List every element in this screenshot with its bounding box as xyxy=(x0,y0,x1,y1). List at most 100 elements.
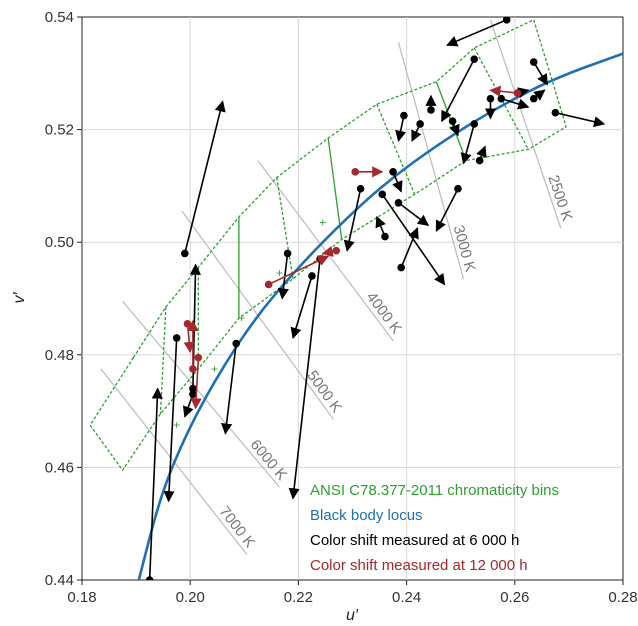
shift-arrow xyxy=(395,111,408,142)
bin-center-marker: + xyxy=(276,266,283,280)
bin-center-marker: + xyxy=(238,311,245,325)
shift-arrow-line xyxy=(555,111,606,128)
shift-arrow xyxy=(460,120,479,165)
shift-arrow xyxy=(441,55,479,123)
shift-arrow-line xyxy=(446,19,507,47)
shift-start-point xyxy=(183,320,192,328)
shift-arrow-line xyxy=(290,275,313,339)
shift-start-point xyxy=(378,190,387,199)
shift-arrow xyxy=(163,334,181,503)
shift-start-point xyxy=(397,263,405,272)
shift-start-point xyxy=(470,120,479,128)
shift-arrow-line xyxy=(148,387,163,580)
x-tick-label: 0.22 xyxy=(284,589,313,606)
y-axis-title: v′ xyxy=(11,292,28,304)
shift-arrow xyxy=(290,272,316,339)
shift-start-point xyxy=(351,168,360,176)
shift-start-point xyxy=(400,111,408,120)
shift-start-point xyxy=(416,120,424,128)
shift-start-point xyxy=(172,334,181,342)
bin-divider xyxy=(276,177,294,279)
shift-arrow-line xyxy=(398,202,430,226)
shift-12000h-series xyxy=(183,85,522,410)
y-tick-label: 0.50 xyxy=(45,234,74,251)
shift-arrow xyxy=(190,353,203,410)
shift-arrow xyxy=(221,339,240,435)
bin-divider xyxy=(89,357,134,426)
shift-arrow xyxy=(321,245,341,257)
shift-start-point xyxy=(189,365,197,373)
bin-center-marker: + xyxy=(211,362,218,376)
shift-arrow-line xyxy=(435,188,459,232)
shift-arrow-line xyxy=(268,255,330,286)
shift-arrow-line xyxy=(489,85,518,97)
shift-arrow-line xyxy=(395,115,407,142)
shift-arrow-line xyxy=(163,337,178,503)
y-tick-label: 0.54 xyxy=(45,9,74,26)
shift-start-point xyxy=(308,272,316,280)
shift-arrow-line xyxy=(288,259,321,500)
bin-upper-boundary xyxy=(132,19,534,358)
shift-arrow xyxy=(446,17,511,47)
x-tick-label: 0.20 xyxy=(176,589,205,606)
shift-start-point xyxy=(194,353,203,362)
bin-divider xyxy=(533,19,567,127)
shift-arrow-line xyxy=(190,357,202,410)
shift-start-point xyxy=(232,339,240,348)
shift-start-point xyxy=(189,384,197,393)
x-tick-label: 0.24 xyxy=(392,589,421,606)
plot-content: ++++++ xyxy=(89,17,623,580)
legend-item-bins: ANSI C78.377-2011 chromaticity bins xyxy=(310,482,559,499)
shift-arrow xyxy=(180,100,226,258)
shift-start-point xyxy=(332,246,341,255)
y-tick-label: 0.46 xyxy=(45,459,74,476)
shift-arrow-line xyxy=(400,227,419,268)
isotherm-line xyxy=(122,300,280,488)
shift-start-point xyxy=(394,198,403,207)
shift-arrow-line xyxy=(501,97,530,110)
shift-start-point xyxy=(486,94,495,103)
shift-start-point xyxy=(448,117,457,125)
axis-ticks: 0.18 0.20 0.22 0.24 0.26 0.28 0.44 0.46 0.48 0.50… xyxy=(45,9,638,606)
shift-arrow-line xyxy=(343,188,362,252)
bin-divider xyxy=(376,104,416,195)
shift-arrow xyxy=(529,58,548,86)
shift-arrow xyxy=(389,168,403,193)
shift-start-point xyxy=(180,249,189,258)
shift-arrow xyxy=(411,120,424,142)
shift-start-point xyxy=(427,106,435,114)
shift-arrow xyxy=(187,319,199,373)
shift-arrow-line xyxy=(184,100,226,254)
y-tick-label: 0.48 xyxy=(45,347,74,364)
shift-start-point xyxy=(389,168,397,176)
shift-arrow xyxy=(475,145,487,165)
y-tick-label: 0.44 xyxy=(45,572,74,589)
shift-arrow xyxy=(551,108,606,128)
shift-arrow xyxy=(264,255,330,289)
x-axis-title: u′ xyxy=(346,607,359,624)
shift-arrow xyxy=(375,215,389,241)
y-tick-label: 0.52 xyxy=(45,122,74,139)
shift-start-point xyxy=(454,184,462,193)
legend-item-12000h: Color shift measured at 12 000 h xyxy=(310,557,528,574)
black-body-locus xyxy=(137,52,623,580)
bin-lower-boundary xyxy=(89,126,567,472)
legend-item-6000h: Color shift measured at 6 000 h xyxy=(310,532,519,549)
shift-arrow xyxy=(397,227,419,272)
shift-start-point xyxy=(381,232,389,241)
shift-arrow xyxy=(529,89,546,103)
shift-arrow-line xyxy=(221,343,237,435)
shift-start-point xyxy=(283,249,292,258)
shift-arrow xyxy=(435,184,462,232)
legend: ANSI C78.377-2011 chromaticity bins Blac… xyxy=(310,482,559,574)
bin-center-marker: + xyxy=(173,418,180,432)
shift-start-point xyxy=(475,156,484,165)
shift-start-point xyxy=(470,55,479,64)
bin-divider xyxy=(327,137,343,240)
shift-arrow-line xyxy=(533,61,548,86)
isotherm-line xyxy=(397,42,464,279)
bin-divider xyxy=(159,306,167,414)
shift-start-point xyxy=(264,280,273,289)
shift-start-point xyxy=(145,576,154,580)
shift-start-point xyxy=(189,390,197,399)
